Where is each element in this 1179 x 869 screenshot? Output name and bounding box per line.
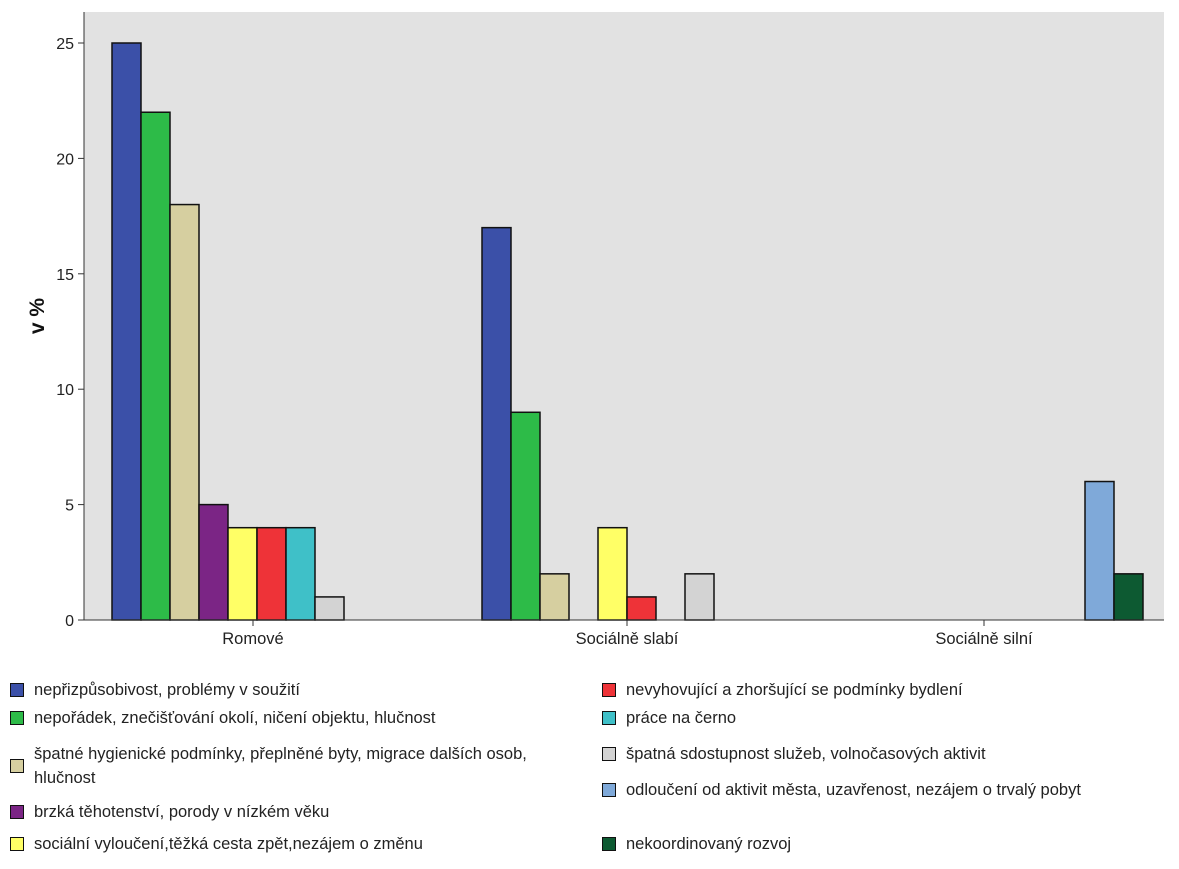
x-tick-label: Sociálně slabí [576,630,679,648]
legend-label: odloučení od aktivit města, uzavřenost, … [626,781,1081,799]
legend-label: nepřizpůsobivost, problémy v soužití [34,681,300,699]
legend: nepřizpůsobivost, problémy v soužití nepo… [10,678,1175,864]
y-tick-label: 5 [65,498,74,515]
bar [626,596,657,621]
legend-label: nekoordinovaný rozvoj [626,835,792,853]
bar [169,203,200,621]
legend-item: špatné hygienické podmínky, přeplněné by… [10,742,570,790]
legend-swatch [10,837,24,851]
legend-item: práce na černo [602,706,1172,730]
bar [256,526,287,621]
bar [684,573,715,621]
legend-label: nepořádek, znečišťování okolí, ničení ob… [34,709,436,727]
x-tick-label: Romové [222,630,283,648]
bar [481,226,512,621]
legend-swatch [602,783,616,797]
bar [1084,480,1115,621]
legend-swatch [602,837,616,851]
legend-label: špatné hygienické podmínky, přeplněné by… [34,745,527,787]
legend-item: nevyhovující a zhoršující se podmínky by… [602,678,1172,702]
legend-label: nevyhovující a zhoršující se podmínky by… [626,681,963,699]
plot-area [84,12,1164,620]
bar [227,526,258,621]
legend-item: nekoordinovaný rozvoj [602,832,1172,856]
x-ticks-group: Romové Sociálně slabí Sociálně silní [222,620,1033,648]
legend-item: nepřizpůsobivost, problémy v soužití [10,678,580,702]
bar [597,526,628,621]
legend-item: brzká těhotenství, porody v nízkém věku [10,800,570,824]
legend-swatch [10,805,24,819]
bar [285,526,316,621]
legend-label: špatná sdostupnost služeb, volnočasových… [626,745,986,763]
y-tick-label: 15 [56,267,74,284]
bars-group [111,42,1144,621]
legend-label: sociální vyloučení,těžká cesta zpět,nezá… [34,835,423,853]
y-tick-label: 10 [56,382,74,399]
bar [198,503,229,621]
bar-chart: 0 5 10 15 20 25 Romové Sociálně slabí Sociálně … [26,12,1164,648]
bar [1113,573,1144,621]
x-tick-label: Sociálně silní [935,630,1033,648]
bar [140,111,171,621]
y-tick-label: 0 [65,613,74,630]
y-tick-label: 20 [56,151,74,168]
legend-item: sociální vyloučení,těžká cesta zpět,nezá… [10,832,570,856]
legend-swatch [602,683,616,697]
legend-item: nepořádek, znečišťování okolí, ničení ob… [10,706,590,730]
bar [314,596,345,621]
legend-item: odloučení od aktivit města, uzavřenost, … [602,778,1174,802]
bar [111,42,142,621]
legend-swatch [10,683,24,697]
legend-swatch [602,711,616,725]
legend-item: špatná sdostupnost služeb, volnočasových… [602,742,1172,766]
bar [510,411,541,621]
y-tick-label: 25 [56,36,74,53]
legend-swatch [10,711,24,725]
legend-label: práce na černo [626,709,737,727]
legend-swatch [10,759,24,773]
y-ticks-group: 0 5 10 15 20 25 [56,36,84,630]
legend-label: brzká těhotenství, porody v nízkém věku [34,803,330,821]
y-axis-label: v % [26,298,49,335]
bar [539,573,570,621]
legend-swatch [602,747,616,761]
